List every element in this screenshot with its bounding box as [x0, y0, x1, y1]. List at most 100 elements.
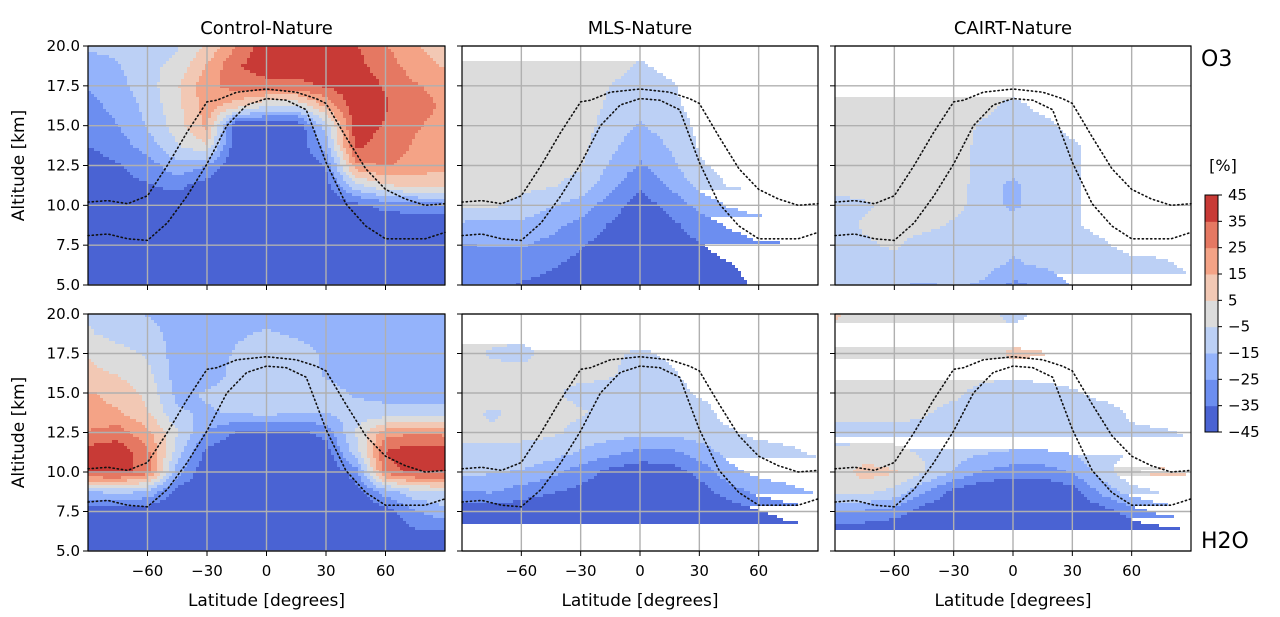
contour-cell — [1099, 491, 1120, 494]
contour-cell — [340, 148, 346, 151]
contour-cell — [88, 67, 121, 70]
contour-cell — [178, 476, 193, 479]
contour-cell — [142, 115, 166, 118]
contour-cell — [693, 184, 726, 187]
contour-cell — [352, 193, 376, 196]
y-tick-label: 15.0 — [47, 117, 80, 135]
contour-cell — [970, 172, 1081, 175]
contour-cell — [169, 485, 178, 488]
contour-cell — [157, 455, 166, 458]
contour-cell — [582, 407, 711, 410]
x-tick-label: −60 — [132, 562, 164, 580]
contour-cell — [352, 395, 445, 398]
contour-cell — [534, 464, 579, 467]
contour-cell — [835, 395, 961, 398]
contour-cell — [642, 121, 690, 124]
contour-cell — [394, 509, 415, 512]
contour-cell — [337, 154, 343, 157]
contour-cell — [91, 428, 124, 431]
contour-cell — [504, 202, 561, 205]
contour-cell — [462, 521, 798, 524]
contour-cell — [373, 443, 382, 446]
contour-cell — [877, 241, 904, 244]
contour-cell — [835, 434, 1183, 437]
contour-cell — [835, 172, 970, 175]
contour-cell — [943, 404, 1114, 407]
contour-cell — [337, 383, 445, 386]
contour-cell — [199, 440, 220, 443]
contour-cell — [193, 473, 349, 476]
contour-cell — [370, 67, 403, 70]
colorbar-segment — [1205, 247, 1218, 275]
contour-cell — [349, 166, 355, 169]
contour-cell — [609, 160, 639, 163]
contour-cell — [349, 473, 358, 476]
contour-cell — [133, 461, 151, 464]
contour-cell — [88, 428, 91, 431]
contour-cell — [358, 437, 367, 440]
contour-cell — [355, 181, 379, 184]
contour-fill — [462, 344, 816, 524]
contour-cell — [462, 347, 492, 350]
contour-cell — [379, 455, 388, 458]
contour-cell — [925, 491, 946, 494]
contour-cell — [627, 70, 657, 73]
contour-cell — [358, 485, 367, 488]
contour-cell — [223, 377, 325, 380]
contour-cell — [334, 148, 340, 151]
contour-cell — [352, 163, 376, 166]
contour-cell — [337, 443, 349, 446]
contour-cell — [208, 139, 214, 142]
contour-cell — [88, 521, 406, 524]
contour-cell — [214, 443, 328, 446]
contour-cell — [226, 157, 316, 160]
contour-cell — [651, 169, 681, 172]
contour-cell — [967, 190, 1003, 193]
contour-cell — [169, 362, 229, 365]
contour-cell — [916, 485, 937, 488]
contour-cell — [364, 398, 445, 401]
contour-cell — [169, 368, 226, 371]
contour-cell — [346, 160, 349, 163]
contour-cell — [208, 121, 214, 124]
contour-cell — [627, 133, 657, 136]
contour-cell — [88, 145, 133, 148]
contour-cell — [88, 455, 133, 458]
contour-cell — [343, 142, 349, 145]
contour-cell — [88, 422, 142, 425]
contour-cell — [871, 500, 907, 503]
contour-cell — [462, 256, 570, 259]
contour-cell — [148, 181, 196, 184]
contour-cell — [603, 229, 684, 232]
contour-cell — [145, 121, 166, 124]
contour-cell — [892, 506, 919, 509]
contour-cell — [699, 241, 780, 244]
contour-cell — [88, 49, 178, 52]
contour-cell — [714, 491, 750, 494]
contour-cell — [403, 503, 439, 506]
contour-cell — [211, 112, 220, 115]
contour-cell — [835, 461, 925, 464]
contour-cell — [549, 476, 594, 479]
contour-cell — [157, 485, 169, 488]
contour-cell — [675, 160, 705, 163]
contour-cell — [561, 455, 609, 458]
contour-cell — [100, 100, 136, 103]
contour-cell — [337, 130, 343, 133]
contour-cell — [337, 133, 343, 136]
contour-cell — [334, 112, 343, 115]
contour-cell — [337, 106, 349, 109]
contour-cell — [217, 130, 223, 133]
contour-cell — [925, 467, 955, 470]
contour-cell — [462, 503, 741, 506]
contour-cell — [88, 380, 127, 383]
contour-cell — [199, 76, 220, 79]
contour-cell — [567, 223, 606, 226]
contour-cell — [462, 106, 603, 109]
contour-cell — [462, 157, 585, 160]
contour-cell — [130, 416, 154, 419]
contour-cell — [660, 178, 687, 181]
contour-cell — [555, 434, 747, 437]
contour-cell — [907, 491, 925, 494]
